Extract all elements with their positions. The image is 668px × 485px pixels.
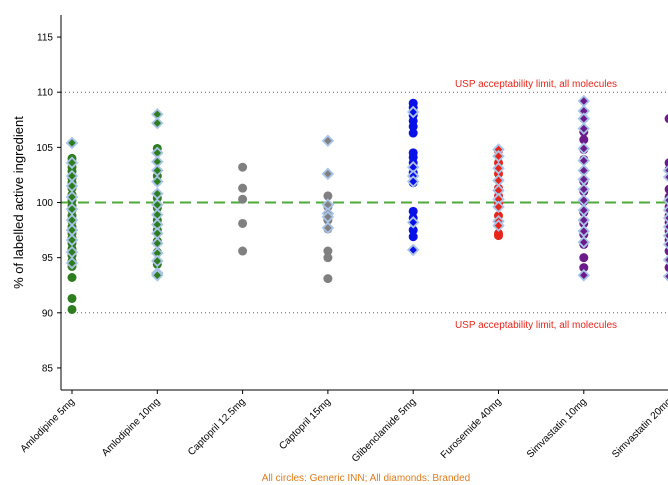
generic-point (238, 183, 248, 193)
branded-point (65, 233, 79, 247)
y-axis-label: % of labelled active ingredient (11, 116, 26, 289)
y-tick-label: 115 (37, 33, 53, 44)
branded-point (577, 112, 591, 125)
branded-point (662, 239, 668, 250)
branded-point (406, 105, 420, 119)
generic-point (408, 225, 418, 235)
branded-point (662, 230, 668, 241)
branded-point (151, 254, 164, 268)
branded-point (662, 221, 668, 232)
branded-point (151, 269, 164, 282)
generic-point (238, 162, 248, 172)
y-tick-label: 110 (37, 88, 53, 99)
generic-point (579, 253, 589, 263)
generic-point (323, 253, 333, 263)
branded-point (662, 212, 668, 224)
legend-footnote: All circles: Generic INN; All diamonds: … (262, 473, 470, 484)
x-tick-label: Amlodipine 5mg (19, 396, 77, 454)
reference-line-label: USP acceptability limit, all molecules (455, 79, 617, 90)
generic-point (664, 184, 668, 194)
generic-point (323, 246, 333, 256)
branded-point (65, 136, 79, 150)
generic-point (67, 273, 77, 282)
branded-point (662, 205, 668, 216)
x-tick-label: Amlodipine 10mg (100, 396, 162, 458)
x-tick-label: Simvastatin 10mg (525, 396, 589, 460)
generic-point (238, 218, 248, 228)
branded-point (492, 174, 505, 187)
branded-point (577, 122, 591, 135)
generic-point (238, 194, 248, 204)
y-tick-label: 90 (42, 308, 54, 319)
branded-point (151, 116, 164, 130)
branded-point (492, 219, 505, 232)
branded-point (662, 271, 668, 282)
generic-point (664, 263, 668, 272)
generic-point (579, 263, 589, 273)
generic-point (408, 232, 418, 242)
branded-point (321, 134, 335, 148)
data-points (65, 94, 668, 314)
branded-point (662, 254, 668, 266)
branded-point (492, 149, 505, 163)
x-tick-label: Glibenclamide 5mg (350, 396, 418, 464)
x-tick-label: Furosemide 40mg (439, 396, 504, 461)
branded-point (406, 175, 420, 188)
reference-line-label: USP acceptability limit, all molecules (455, 320, 617, 331)
y-tick-label: 85 (42, 363, 54, 374)
branded-point (321, 221, 335, 235)
generic-point (664, 114, 668, 124)
x-tick-label: Captopril 12.5mg (186, 396, 248, 458)
x-tick-label: Captopril 15mg (277, 396, 333, 452)
branded-point (406, 243, 420, 257)
branded-point (151, 175, 164, 188)
branded-point (662, 195, 668, 206)
branded-point (577, 142, 591, 155)
generic-point (67, 293, 77, 303)
branded-point (492, 200, 505, 214)
y-tick-label: 100 (36, 198, 53, 209)
branded-point (577, 94, 591, 108)
branded-point (65, 156, 79, 170)
generic-point (323, 274, 333, 284)
branded-point (662, 165, 668, 176)
generic-point (408, 206, 418, 216)
x-axis-ticks: Amlodipine 5mg Amlodipine 10mg Captopril 1… (19, 390, 668, 465)
generic-point (323, 191, 333, 201)
y-axis-ticks: 85 90 95 100 105 110 115 (36, 33, 61, 374)
generic-point (664, 158, 668, 168)
x-tick-label: Simvastatin 20mg (610, 396, 668, 460)
y-tick-label: 105 (36, 143, 53, 154)
generic-point (579, 135, 589, 145)
branded-point (662, 171, 668, 183)
branded-point (65, 190, 79, 204)
branded-point (492, 162, 505, 175)
y-tick-label: 95 (42, 253, 54, 264)
branded-point (406, 216, 420, 229)
branded-point (321, 167, 335, 181)
generic-point (408, 121, 418, 131)
generic-point (238, 246, 248, 256)
generic-point (408, 128, 418, 138)
generic-point (494, 231, 503, 241)
generic-point (664, 246, 668, 256)
reference-lines: USP acceptability limit, all molecules US… (61, 79, 668, 331)
branded-point (577, 269, 591, 282)
branded-point (65, 256, 79, 270)
generic-point (67, 304, 77, 314)
branded-point (577, 235, 591, 249)
